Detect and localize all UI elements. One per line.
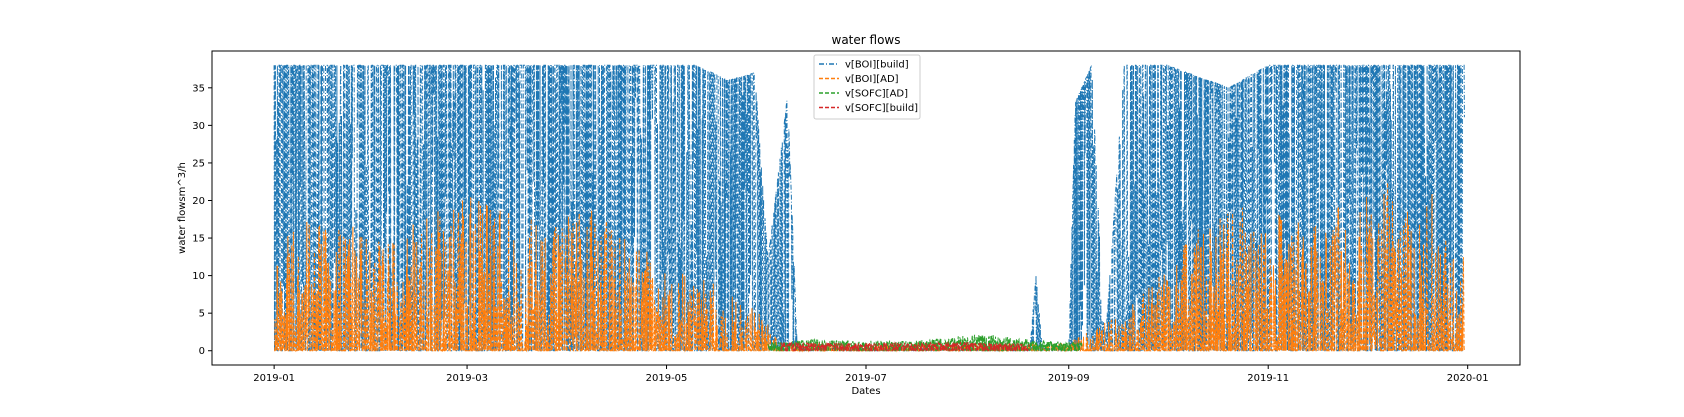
y-tick-label: 5 (199, 309, 205, 320)
legend-label: v[SOFC][build] (845, 103, 918, 114)
y-tick-label: 25 (192, 158, 205, 169)
legend-label: v[SOFC][AD] (845, 89, 908, 100)
x-tick-label: 2019-07 (845, 373, 887, 384)
series-line-2 (767, 333, 1083, 352)
y-axis: 0 5 10 15 20 25 30 35 (192, 83, 212, 357)
series-layer (273, 64, 1465, 353)
y-tick-label: 0 (199, 346, 205, 357)
y-tick-label: 10 (192, 271, 205, 282)
legend: v[BOI][build] v[BOI][AD] v[SOFC][AD] v[SOFC… (813, 54, 921, 120)
y-tick-label: 30 (192, 121, 205, 132)
legend-box (813, 54, 921, 120)
y-tick-label: 35 (192, 83, 205, 94)
x-axis-label: Dates (851, 386, 880, 397)
series-line-3 (780, 340, 1030, 352)
y-axis-label: water flowsm^3/h (177, 162, 188, 254)
x-tick-label: 2020-01 (1447, 373, 1489, 384)
x-tick-label: 2019-05 (646, 373, 688, 384)
y-tick-label: 20 (192, 196, 205, 207)
chart-title: water flows (832, 33, 901, 47)
x-tick-label: 2019-03 (446, 373, 488, 384)
x-tick-label: 2019-09 (1048, 373, 1090, 384)
legend-label: v[BOI][AD] (845, 74, 899, 85)
y-tick-label: 15 (192, 234, 205, 245)
x-axis: 2019-01 2019-03 2019-05 2019-07 2019-09 2019-… (253, 365, 1489, 384)
x-tick-label: 2019-01 (253, 373, 295, 384)
x-tick-label: 2019-11 (1247, 373, 1289, 384)
legend-label: v[BOI][build] (845, 60, 909, 71)
